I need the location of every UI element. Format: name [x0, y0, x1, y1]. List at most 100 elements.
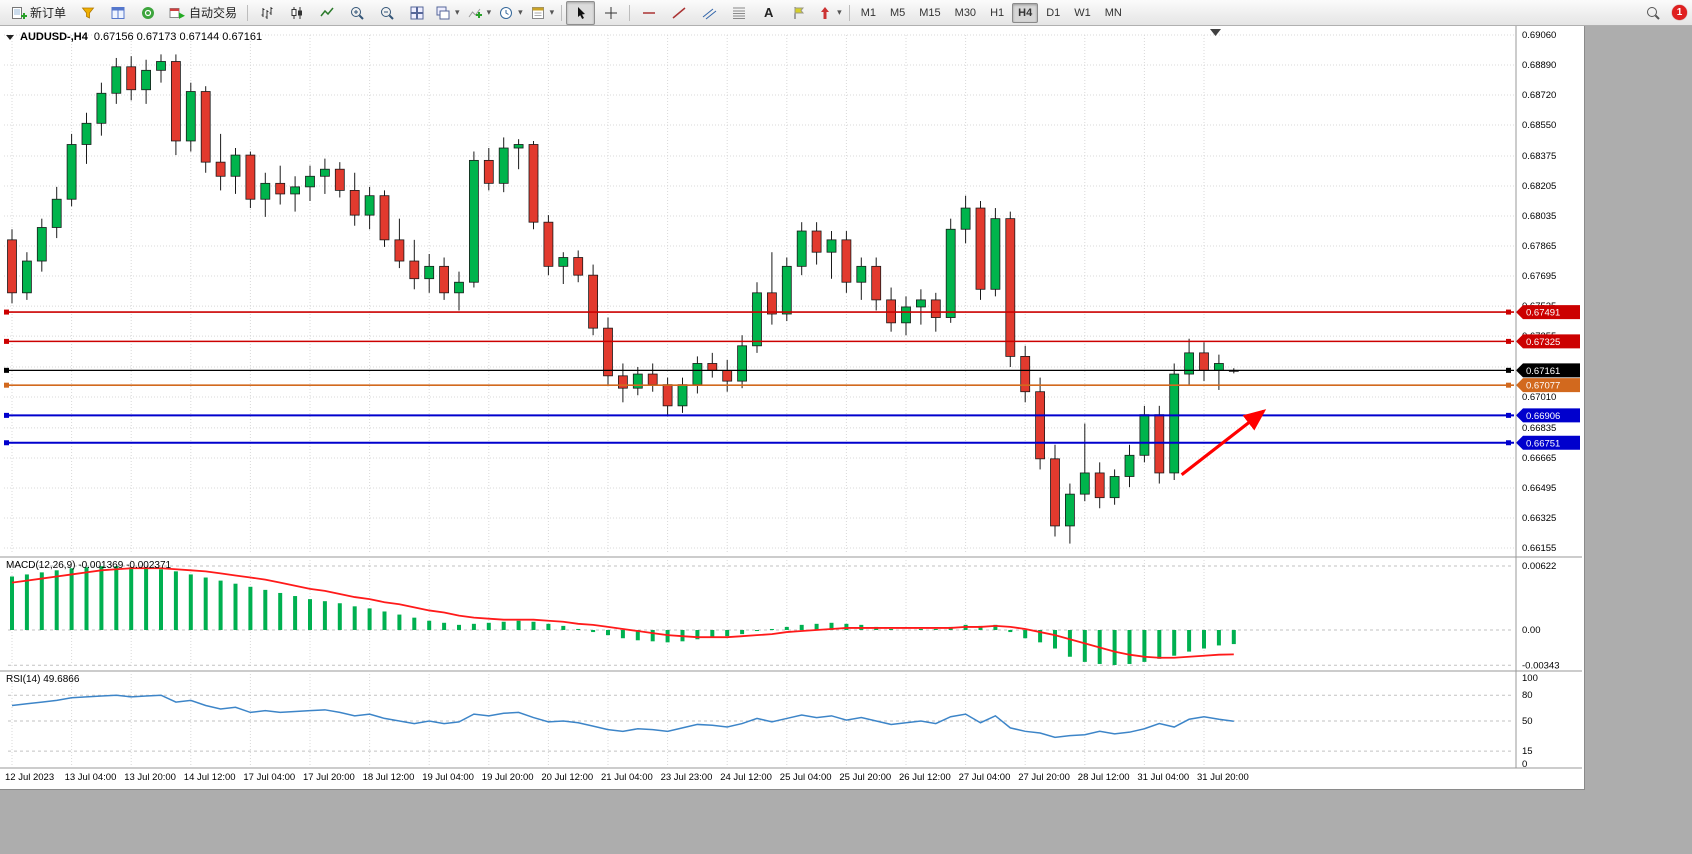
- community-button[interactable]: [133, 1, 162, 25]
- svg-text:0.66665: 0.66665: [1522, 453, 1556, 464]
- trendline-icon: [671, 5, 687, 21]
- cursor-tool-button[interactable]: [566, 0, 596, 25]
- svg-text:0.67077: 0.67077: [1526, 381, 1560, 392]
- horizontal-line-icon: [641, 5, 657, 21]
- svg-text:26 Jul 12:00: 26 Jul 12:00: [899, 772, 951, 783]
- svg-text:27 Jul 20:00: 27 Jul 20:00: [1018, 772, 1070, 783]
- svg-text:0.00: 0.00: [1522, 625, 1541, 636]
- fibonacci-tool-button[interactable]: [724, 1, 753, 25]
- chart-line-button[interactable]: [312, 1, 341, 25]
- svg-text:0.68375: 0.68375: [1522, 151, 1556, 162]
- cursor-icon: [573, 5, 589, 21]
- svg-text:0.68035: 0.68035: [1522, 211, 1556, 222]
- svg-text:0.68205: 0.68205: [1522, 181, 1556, 192]
- chart-symbol-label: AUDUSD-,H4: [20, 31, 88, 43]
- price-axis: 0.69060 0.68890 0.68720 0.68550 0.68375 0.682…: [1522, 30, 1556, 554]
- rsi-indicator-label: RSI(14) 49.6866: [6, 674, 80, 685]
- timeframe-button-M5[interactable]: M5: [889, 6, 906, 19]
- timeframe-button-M15[interactable]: M15: [919, 6, 941, 19]
- candlestick-chart-icon: [289, 5, 305, 21]
- timeframe-button-M1[interactable]: M1: [860, 6, 876, 19]
- svg-text:0.68720: 0.68720: [1522, 90, 1556, 101]
- svg-text:0.67010: 0.67010: [1522, 392, 1556, 403]
- search-icon: [1645, 5, 1661, 21]
- crosshair-icon: [603, 5, 619, 21]
- chart-canvas[interactable]: 12 Jul 2023 13 Jul 04:00 13 Jul 20:00 14 Ju…: [0, 26, 1582, 788]
- macd-histogram: [10, 566, 1236, 665]
- search-button[interactable]: [1638, 1, 1667, 25]
- svg-text:0.67491: 0.67491: [1526, 308, 1560, 319]
- zoom-in-button[interactable]: [342, 1, 371, 25]
- text-tool-button[interactable]: A: [754, 1, 783, 25]
- channel-tool-button[interactable]: [694, 1, 723, 25]
- chart-candles-button[interactable]: [282, 1, 311, 25]
- new-order-label: 新订单: [30, 6, 67, 20]
- chart-shift-marker[interactable]: [1210, 29, 1221, 36]
- hline-0.66751[interactable]: [4, 440, 1514, 446]
- svg-text:0.69060: 0.69060: [1522, 30, 1556, 41]
- autotrading-icon: [169, 5, 186, 21]
- rsi-line: [11, 694, 1234, 739]
- chart-bars-button[interactable]: [252, 1, 281, 25]
- svg-text:13 Jul 04:00: 13 Jul 04:00: [65, 772, 117, 783]
- svg-text:0: 0: [1522, 759, 1527, 770]
- hline-0.66906[interactable]: [4, 412, 1514, 418]
- trendline-tool-button[interactable]: [664, 1, 693, 25]
- crosshair-tool-button[interactable]: [596, 1, 625, 25]
- profiles-button[interactable]: [103, 1, 132, 25]
- svg-text:80: 80: [1522, 690, 1533, 701]
- hline-0.67325[interactable]: [4, 338, 1514, 344]
- notification-badge[interactable]: 1: [1672, 5, 1687, 20]
- svg-text:-0.00343: -0.00343: [1522, 660, 1560, 671]
- funnel-button[interactable]: [73, 1, 102, 25]
- timeframe-button-D1[interactable]: D1: [1046, 6, 1061, 19]
- funnel-icon: [80, 5, 96, 21]
- timeframe-button-M30[interactable]: M30: [954, 6, 977, 19]
- periods-button[interactable]: [495, 1, 526, 25]
- svg-text:20 Jul 12:00: 20 Jul 12:00: [541, 772, 593, 783]
- hline-0.67077[interactable]: [4, 382, 1514, 388]
- horizontal-line-tool-button[interactable]: [634, 1, 663, 25]
- autotrading-button[interactable]: 自动交易: [163, 1, 243, 25]
- chart-ohlc-values: 0.67156 0.67173 0.67144 0.67161: [93, 31, 263, 43]
- price-tag-0.66906: 0.66906: [1516, 408, 1580, 423]
- label-tool-button[interactable]: [784, 1, 813, 25]
- new-order-icon: [11, 5, 27, 21]
- main-toolbar: 新订单 自动交易: [0, 0, 1692, 26]
- candles-layer: [7, 54, 1239, 544]
- channel-icon: [701, 5, 717, 21]
- new-order-button[interactable]: 新订单: [5, 1, 72, 25]
- label-flag-icon: [791, 5, 807, 21]
- grid-layer: [4, 34, 1514, 765]
- hline-0.67161[interactable]: [4, 367, 1514, 373]
- timeframe-button-MN[interactable]: MN: [1104, 6, 1122, 19]
- zoom-out-icon: [379, 5, 395, 21]
- price-tag-0.67491: 0.67491: [1516, 305, 1580, 320]
- indicators-button[interactable]: [464, 1, 495, 25]
- svg-text:27 Jul 04:00: 27 Jul 04:00: [959, 772, 1011, 783]
- timeframe-button-W1[interactable]: W1: [1074, 6, 1091, 19]
- svg-text:14 Jul 12:00: 14 Jul 12:00: [184, 772, 236, 783]
- bar-chart-icon: [259, 5, 275, 21]
- svg-text:0.67865: 0.67865: [1522, 241, 1556, 252]
- templates-button[interactable]: [527, 1, 558, 25]
- tile-windows-button[interactable]: [402, 1, 431, 25]
- hline-0.67491[interactable]: [4, 309, 1514, 315]
- profile-icon: [110, 5, 126, 21]
- arrows-tool-button[interactable]: [814, 1, 845, 25]
- price-tag-0.67077: 0.67077: [1516, 378, 1580, 393]
- template-icon: [530, 5, 546, 21]
- svg-text:18 Jul 12:00: 18 Jul 12:00: [363, 772, 415, 783]
- rsi-panel: 100 80 50 15 0: [8, 673, 1538, 770]
- one-click-trading-toggle[interactable]: [6, 34, 14, 40]
- timeframe-button-H4[interactable]: H4: [1012, 2, 1039, 23]
- svg-text:0.67695: 0.67695: [1522, 271, 1556, 282]
- svg-text:17 Jul 04:00: 17 Jul 04:00: [243, 772, 295, 783]
- timeframe-button-H1[interactable]: H1: [990, 6, 1005, 19]
- zoom-out-button[interactable]: [372, 1, 401, 25]
- trend-arrow-annotation[interactable]: [1180, 409, 1267, 476]
- toolbar-separator: [848, 4, 850, 21]
- tile-windows-icon: [409, 5, 425, 21]
- arrange-windows-button[interactable]: [432, 1, 463, 25]
- svg-text:0.67161: 0.67161: [1526, 366, 1560, 377]
